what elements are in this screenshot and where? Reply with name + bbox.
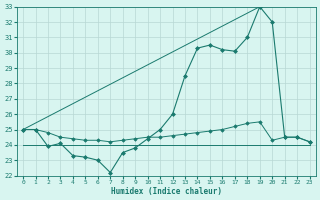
X-axis label: Humidex (Indice chaleur): Humidex (Indice chaleur): [111, 187, 222, 196]
